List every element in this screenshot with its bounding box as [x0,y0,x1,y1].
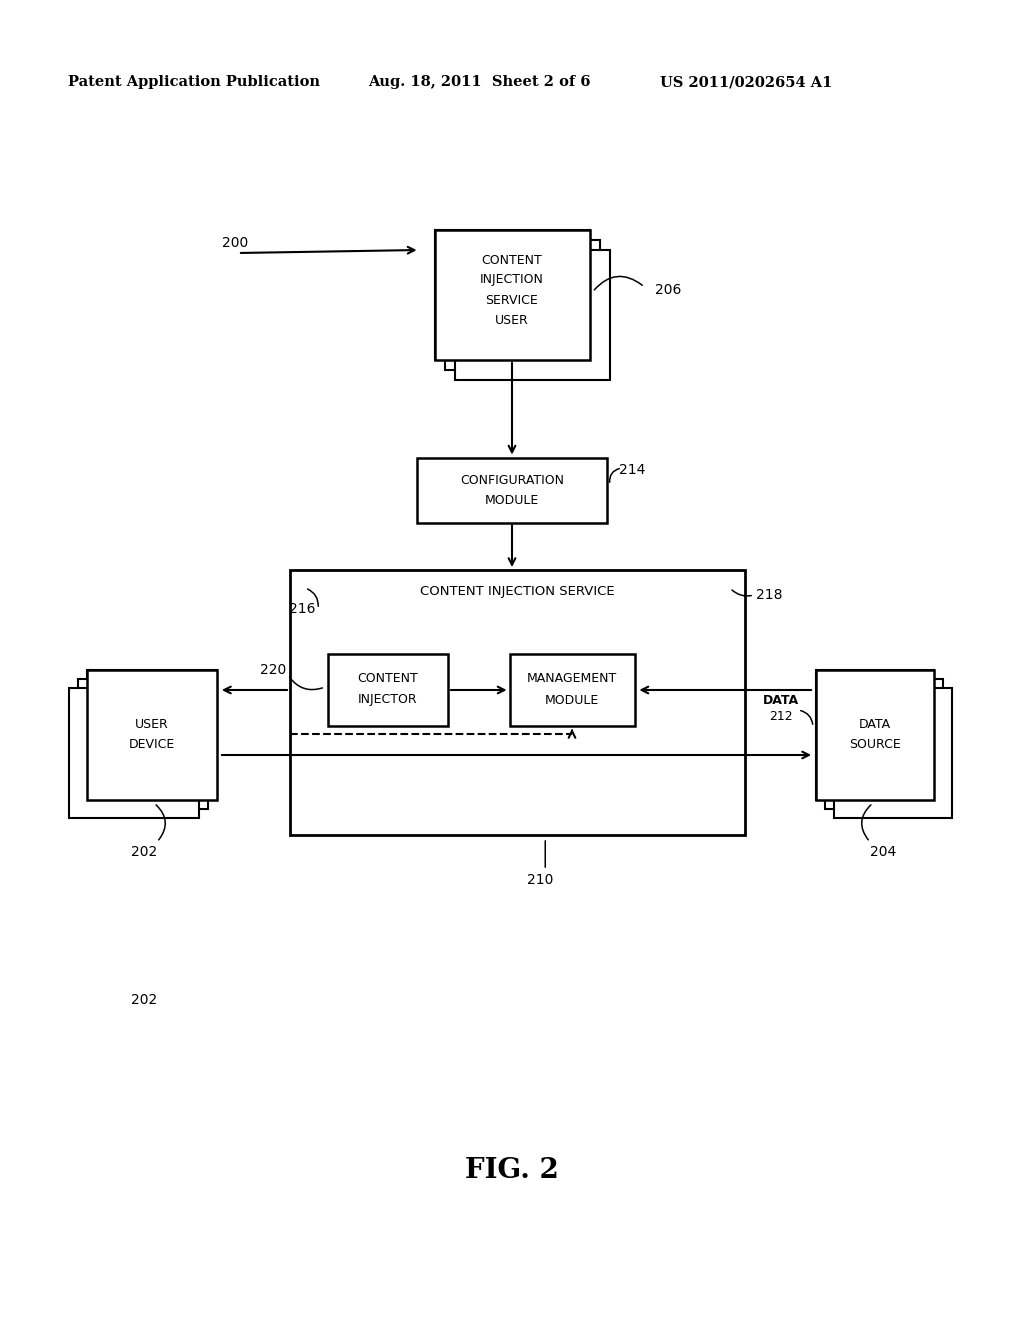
Text: MODULE: MODULE [545,693,599,706]
Bar [87,671,217,800]
Text: DATA: DATA [763,693,799,706]
Text: 202: 202 [131,845,157,859]
Text: 202: 202 [131,993,157,1007]
Bar [434,230,590,360]
Text: INJECTOR: INJECTOR [358,693,418,706]
Text: SOURCE: SOURCE [849,738,901,751]
Text: USER: USER [135,718,169,731]
Text: DATA: DATA [859,718,891,731]
Text: 212: 212 [769,710,793,723]
Text: 220: 220 [260,663,286,677]
Bar [69,688,199,818]
Bar [834,688,952,818]
Text: MODULE: MODULE [485,494,539,507]
Text: 206: 206 [654,282,681,297]
Text: 210: 210 [527,873,553,887]
Text: CONTENT: CONTENT [481,253,543,267]
Text: US 2011/0202654 A1: US 2011/0202654 A1 [660,75,833,88]
Text: Patent Application Publication: Patent Application Publication [68,75,319,88]
Bar [825,678,943,809]
Text: INJECTION: INJECTION [480,273,544,286]
Text: FIG. 2: FIG. 2 [465,1156,559,1184]
Text: Aug. 18, 2011  Sheet 2 of 6: Aug. 18, 2011 Sheet 2 of 6 [368,75,591,88]
Text: USER: USER [496,314,528,326]
Bar [434,230,590,360]
Bar [816,671,934,800]
Text: MANAGEMENT: MANAGEMENT [527,672,617,685]
Text: CONFIGURATION: CONFIGURATION [460,474,564,487]
Text: CONTENT: CONTENT [357,672,419,685]
Text: 216: 216 [289,602,315,616]
Bar [328,653,449,726]
Text: CONTENT INJECTION SERVICE: CONTENT INJECTION SERVICE [420,586,614,598]
Bar [444,240,599,370]
Bar [510,653,635,726]
Bar [455,249,609,380]
Bar [87,671,217,800]
Text: 218: 218 [756,587,782,602]
Bar [417,458,607,523]
Bar [78,678,208,809]
Text: 214: 214 [618,463,645,477]
Text: 204: 204 [869,845,896,859]
Bar [816,671,934,800]
Text: SERVICE: SERVICE [485,293,539,306]
Text: 200: 200 [222,236,248,249]
Text: DEVICE: DEVICE [129,738,175,751]
Bar [290,570,745,836]
